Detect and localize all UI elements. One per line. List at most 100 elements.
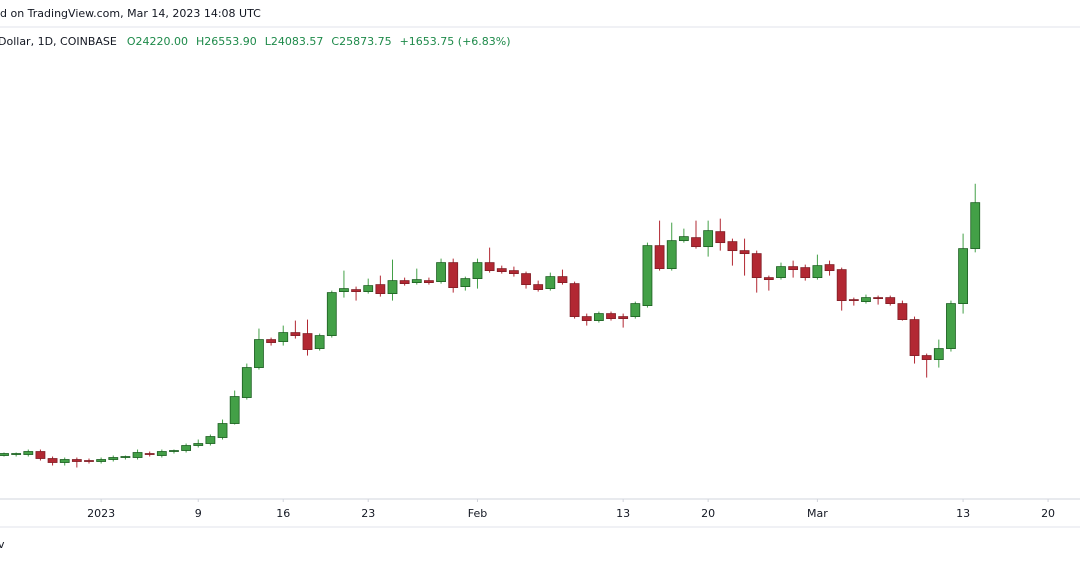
candle-body: [606, 313, 616, 319]
candle-body: [593, 313, 604, 321]
legend-value: O24220.00: [127, 35, 188, 48]
candle-body: [739, 250, 750, 255]
candle-body: [35, 451, 46, 459]
candle-body: [970, 202, 981, 249]
candle-body: [812, 265, 823, 279]
candle-body: [47, 458, 58, 463]
x-axis: 2023 9 16 23 Feb 13 20 Mar 13 20: [87, 499, 1055, 520]
candle-body: [193, 443, 204, 446]
candle-body: [120, 456, 131, 458]
candle-body: [411, 279, 422, 284]
candle-body: [909, 319, 920, 356]
candle-body: [254, 339, 264, 368]
candle-body: [921, 355, 932, 360]
candle-body: [229, 396, 240, 424]
candle-body: [11, 453, 22, 455]
candle-body: [666, 240, 677, 270]
symbol: Dollar, 1D, COINBASE: [0, 35, 117, 48]
candle-body: [751, 253, 762, 279]
candle-body: [375, 284, 386, 294]
candle-body: [581, 316, 592, 321]
candle-body: [715, 231, 726, 244]
candle-body: [278, 332, 289, 342]
candle-body: [23, 451, 34, 455]
header: d on TradingView.com, Mar 14, 2023 14:08…: [0, 7, 261, 20]
candle-body: [836, 269, 847, 301]
candle-body: [302, 333, 313, 350]
candle-body: [241, 367, 252, 398]
x-tick-label: 16: [276, 507, 290, 520]
candle-body: [824, 264, 835, 272]
candle-body: [848, 299, 859, 301]
candle-body: [484, 262, 495, 272]
candle-body: [460, 278, 471, 287]
candle-body: [205, 436, 216, 444]
legend-value: H26553.90: [196, 35, 257, 48]
candle-body: [339, 288, 349, 292]
candle-body: [873, 297, 884, 299]
candle-body: [958, 248, 968, 304]
x-tick-label: 20: [1041, 507, 1055, 520]
candle-body: [691, 237, 701, 248]
candle-body: [521, 273, 531, 286]
candle-body: [557, 276, 568, 284]
candle-body: [897, 303, 908, 320]
candle-body: [678, 236, 689, 242]
candle-body: [703, 230, 714, 248]
candle-body: [96, 459, 107, 462]
candle-body: [533, 284, 544, 290]
candle-body: [654, 245, 665, 270]
legend-value: L24083.57: [265, 35, 324, 48]
candle-body: [181, 445, 192, 451]
candle-body: [448, 262, 459, 288]
candle-body: [933, 348, 944, 360]
candle-body: [363, 285, 374, 292]
candles: [0, 183, 981, 468]
candle-body: [71, 459, 82, 462]
candle-body: [217, 423, 228, 438]
candle-body: [861, 297, 871, 302]
legend-value: C25873.75: [331, 35, 391, 48]
candle-body: [508, 270, 519, 275]
candle-body: [290, 332, 301, 336]
candle-body: [314, 335, 325, 349]
candle-body: [169, 450, 179, 452]
x-tick-label: Mar: [807, 507, 828, 520]
candle-body: [630, 303, 641, 317]
candle-body: [946, 303, 956, 349]
candle-body: [326, 292, 337, 336]
candle-body: [642, 245, 653, 306]
x-tick-label: 23: [361, 507, 375, 520]
candle-body: [387, 280, 398, 294]
candle-body: [788, 266, 799, 271]
x-tick-label: 13: [616, 507, 630, 520]
legend-value: +1653.75 (+6.83%): [400, 35, 511, 48]
footer: v: [0, 538, 5, 551]
candle-body: [399, 280, 410, 285]
candle-body: [132, 452, 143, 458]
x-tick-label: 13: [956, 507, 970, 520]
candle-body: [885, 297, 896, 304]
candle-body: [144, 453, 155, 455]
candle-body: [108, 457, 119, 460]
candle-body: [800, 267, 811, 279]
candle-body: [266, 339, 276, 343]
candle-body: [0, 453, 9, 456]
x-tick-label: 2023: [87, 507, 115, 520]
candle-body: [59, 459, 70, 463]
x-tick-label: Feb: [468, 507, 487, 520]
candle-body: [156, 451, 167, 456]
candle-body: [776, 266, 786, 279]
candle-body: [763, 277, 774, 281]
x-tick-label: 20: [701, 507, 715, 520]
candle-body: [496, 268, 507, 273]
candle-body: [618, 316, 629, 319]
candle-body: [424, 280, 434, 284]
candle-body: [351, 289, 361, 292]
candle-body: [436, 262, 446, 283]
legend: O24220.00 H26553.90 L24083.57 C25873.75 +165…: [127, 35, 511, 48]
candle-body: [545, 276, 556, 289]
candle-body: [569, 283, 580, 317]
